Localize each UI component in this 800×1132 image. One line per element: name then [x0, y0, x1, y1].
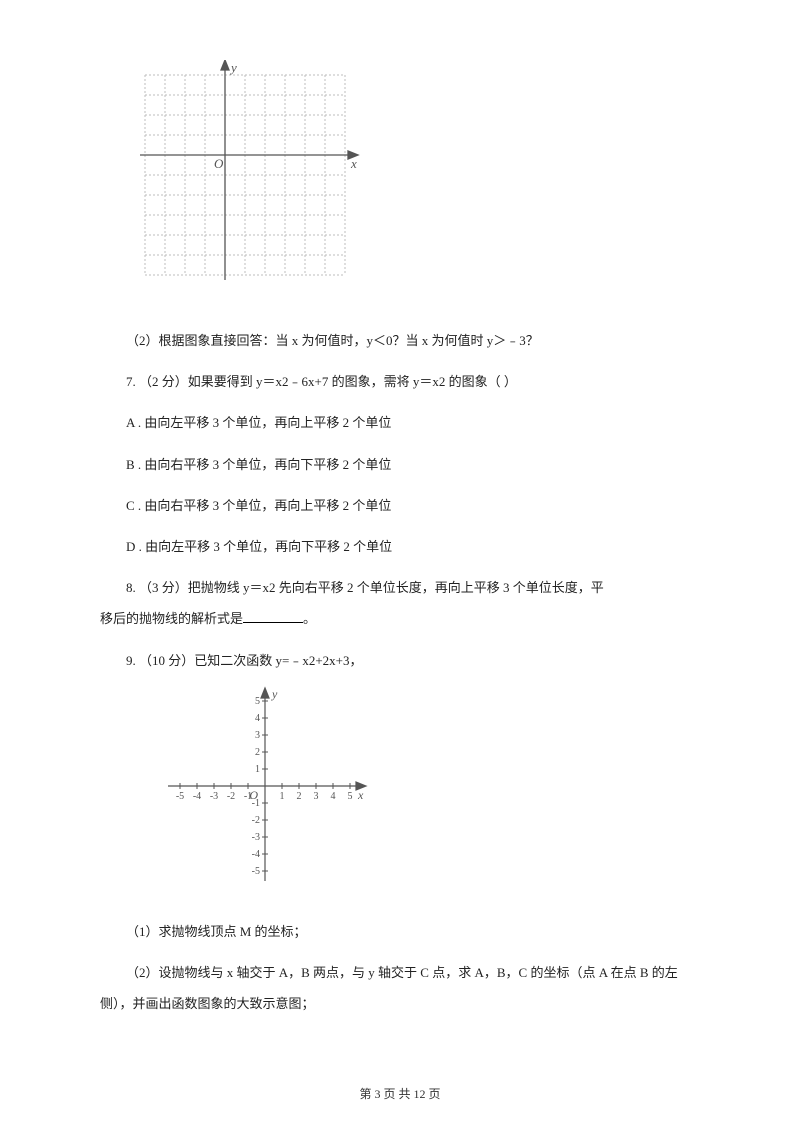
graph-1-svg: y x O — [130, 60, 360, 290]
page: y x O （2）根据图象直接回答：当 x 为何值时，y＜0？当 x 为何值时 … — [0, 0, 800, 1132]
svg-text:-5: -5 — [176, 791, 184, 802]
q7-stem: 7. （2 分）如果要得到 y＝x2﹣6x+7 的图象，需将 y＝x2 的图象（… — [100, 366, 700, 397]
svg-text:-4: -4 — [252, 849, 260, 860]
q9-part1: （1）求抛物线顶点 M 的坐标； — [100, 916, 700, 947]
svg-text:-4: -4 — [193, 791, 201, 802]
q7-option-b: B . 由向右平移 3 个单位，再向下平移 2 个单位 — [100, 449, 700, 480]
q6-part2: （2）根据图象直接回答：当 x 为何值时，y＜0？当 x 为何值时 y＞﹣3？ — [100, 325, 700, 356]
graph1-x-label: x — [350, 156, 357, 171]
svg-text:-5: -5 — [252, 866, 260, 877]
q8-line1: 8. （3 分）把抛物线 y＝x2 先向右平移 2 个单位长度，再向上平移 3 … — [100, 572, 700, 603]
graph2-origin-label: O — [249, 788, 258, 802]
q7-option-c: C . 由向右平移 3 个单位，再向上平移 2 个单位 — [100, 490, 700, 521]
q8-line2: 移后的抛物线的解析式是 。 — [100, 603, 700, 634]
graph2-x-label: x — [357, 788, 364, 802]
graph-2-svg: 1 2 3 4 5 -1 -2 -3 -4 -5 1 2 3 4 5 -1 -2… — [160, 686, 370, 886]
svg-text:4: 4 — [255, 713, 260, 724]
svg-text:3: 3 — [255, 730, 260, 741]
q9-part2: （2）设抛物线与 x 轴交于 A，B 两点，与 y 轴交于 C 点，求 A，B，… — [100, 957, 700, 1019]
q9-stem: 9. （10 分）已知二次函数 y=﹣x2+2x+3， — [100, 645, 700, 676]
svg-text:-3: -3 — [252, 832, 260, 843]
q8-post-a: 移后的抛物线的解析式是 — [100, 611, 243, 626]
q7-option-a: A . 由向左平移 3 个单位，再向上平移 2 个单位 — [100, 407, 700, 438]
graph1-origin-label: O — [214, 156, 224, 171]
page-footer: 第 3 页 共 12 页 — [0, 1085, 800, 1102]
graph2-y-label: y — [271, 687, 278, 701]
svg-text:5: 5 — [348, 791, 353, 802]
graph-1-container: y x O — [130, 60, 700, 295]
graph1-y-label: y — [229, 60, 237, 75]
svg-text:1: 1 — [280, 791, 285, 802]
q8-post-b: 。 — [303, 611, 316, 626]
svg-text:2: 2 — [255, 747, 260, 758]
q7-option-d: D . 由向左平移 3 个单位，再向下平移 2 个单位 — [100, 531, 700, 562]
graph-2-container: 1 2 3 4 5 -1 -2 -3 -4 -5 1 2 3 4 5 -1 -2… — [160, 686, 700, 891]
svg-text:4: 4 — [331, 791, 336, 802]
svg-text:1: 1 — [255, 764, 260, 775]
svg-text:-2: -2 — [252, 815, 260, 826]
svg-text:3: 3 — [314, 791, 319, 802]
svg-text:-3: -3 — [210, 791, 218, 802]
svg-text:2: 2 — [297, 791, 302, 802]
svg-text:5: 5 — [255, 696, 260, 707]
q8-blank — [243, 609, 303, 623]
svg-text:-2: -2 — [227, 791, 235, 802]
